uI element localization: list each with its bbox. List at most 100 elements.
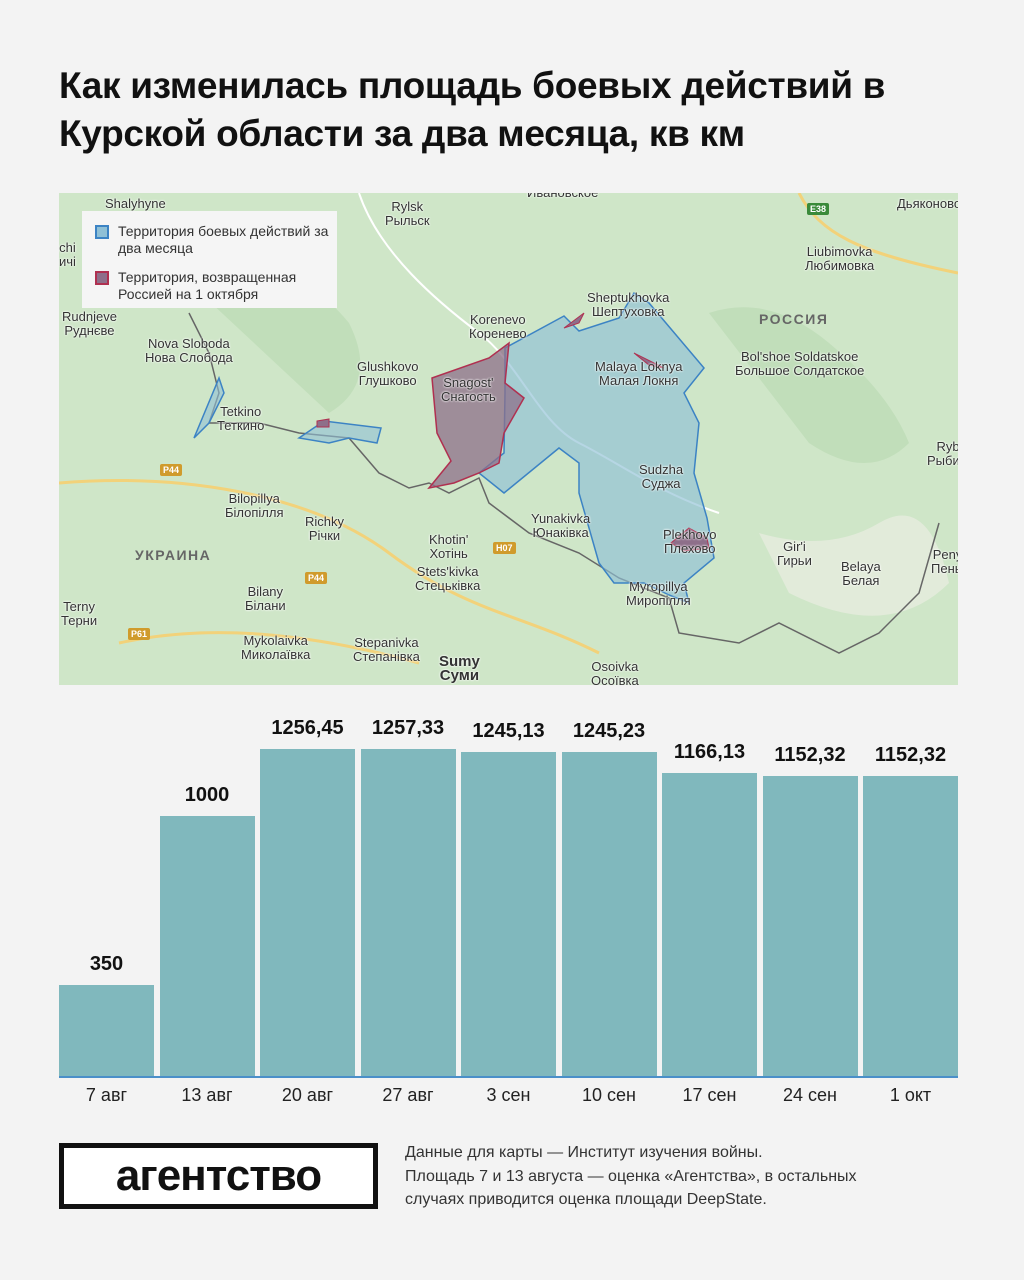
place-label: Дьяконово: [897, 197, 958, 211]
note-line: Данные для карты — Институт изучения вой…: [405, 1144, 763, 1161]
place-name: Tetkino: [220, 404, 262, 419]
place-name: Теткино: [217, 418, 265, 433]
place-name: Коренево: [469, 326, 527, 341]
place-name: Khotin': [429, 532, 469, 547]
place-name: Plekhovo: [663, 527, 717, 542]
legend-item-fighting: Территория боевых действий за два месяца: [95, 223, 337, 257]
map-shapes: [59, 193, 958, 685]
source-note: Данные для карты — Институт изучения вой…: [405, 1141, 857, 1212]
x-tick-label: 1 окт: [889, 1085, 932, 1105]
place-name: Річки: [308, 528, 341, 543]
place-label: Gir'i Гирьи: [777, 540, 812, 568]
place-label: Sheptukhovka Шептуховка: [587, 291, 669, 319]
bar: [561, 752, 657, 1076]
place-name: Снагость: [441, 389, 496, 404]
place-label: Rybinskі BudyРыбинские Буды: [927, 440, 958, 468]
bar-value-label: 1245,13: [472, 720, 545, 743]
place-name: Рыбинские Буды: [927, 453, 958, 468]
place-label: Tetkino Теткино: [217, 405, 264, 433]
place-name: Mykolaivka: [243, 633, 308, 648]
road-badge: P61: [128, 628, 151, 640]
place-name: Білопілля: [225, 505, 284, 520]
place-label: Rudnjeve Руднєве: [62, 310, 117, 338]
place-label: Shalyhyne: [105, 197, 166, 211]
place-name: Нова Слобода: [145, 350, 233, 365]
bar: [863, 776, 958, 1076]
place-label: Rylsk Рыльск: [385, 200, 430, 228]
bar: [159, 815, 255, 1076]
x-tick-label: 7 авг: [85, 1085, 128, 1105]
place-name: Rudnjeve: [62, 309, 117, 324]
place-label: Nova Sloboda Нова Слобода: [145, 337, 233, 365]
bar: [59, 984, 154, 1076]
place-name: Стецьківка: [415, 578, 481, 593]
place-label: Belaya Белая: [841, 560, 881, 588]
place-name: Yunakivka: [531, 511, 591, 526]
place-name: ичі: [59, 254, 76, 269]
place-name: Суми: [439, 667, 480, 684]
place-label: Glushkovo Глушково: [357, 360, 418, 388]
place-label: Myropillya Миропілля: [626, 580, 691, 608]
x-tick-label: 17 сен: [682, 1085, 737, 1105]
x-axis-line: [59, 1076, 958, 1078]
place-label: Khotin' Хотінь: [429, 533, 468, 561]
place-label: Yunakivka Юнаківка: [531, 512, 590, 540]
place-name: Терни: [61, 613, 98, 628]
place-name: Sumy: [439, 653, 480, 670]
bar-value-label: 1257,33: [371, 717, 445, 739]
place-label: Mykolaivka Миколаївка: [241, 634, 310, 662]
place-name: Myropillya: [629, 579, 688, 594]
place-label: Ивановское: [527, 193, 598, 200]
bar-value-label: 1256,45: [271, 717, 344, 740]
place-name: Осоївка: [591, 673, 639, 686]
place-name: Дьяконово: [897, 196, 958, 211]
place-name: Большое Солдатское: [735, 363, 865, 378]
x-tick-label: 3 сен: [486, 1085, 531, 1105]
place-name: Sudzha: [639, 462, 684, 477]
place-name: Глушково: [358, 373, 417, 388]
place-name: Миропілля: [626, 593, 691, 608]
place-label: Plekhovo Плехово: [663, 528, 716, 556]
place-label: Snagost' Снагость: [441, 376, 496, 404]
place-name: Stepanivka: [354, 635, 419, 650]
legend-swatch-red: [95, 271, 109, 285]
place-name: Rybinskі Budy: [936, 439, 958, 454]
place-name: Rylsk: [391, 199, 424, 214]
x-tick-label: 20 авг: [281, 1085, 334, 1105]
place-name: Миколаївка: [241, 647, 311, 662]
place-label: Osoivka Осоївка: [591, 660, 639, 686]
bar: [662, 772, 757, 1076]
bar-chart: 350 7 авг 1000 13 авг 1256,45 20 авг 1257,33 27…: [59, 700, 958, 1120]
place-label: Sudzha Суджа: [639, 463, 683, 491]
place-label: Stets'kivka Стецьківка: [415, 565, 480, 593]
place-name: Sheptukhovka: [587, 290, 670, 305]
place-name: Shalyhyne: [105, 196, 166, 211]
place-name: Любимовка: [805, 258, 875, 273]
bar-value-label: 350: [89, 952, 124, 975]
place-name: Peny: [932, 547, 958, 562]
place-name: Stets'kivka: [416, 564, 479, 579]
place-label: Bol'shoe Soldatskoe Большое Солдатское: [735, 350, 864, 378]
place-name: Terny: [63, 599, 95, 614]
country-label-ukraine: УКРАИНА: [135, 547, 212, 563]
place-label: chi ичі: [59, 241, 76, 269]
place-name: Шептуховка: [591, 304, 665, 319]
place-name: Руднєве: [64, 323, 115, 338]
place-name: Пены: [931, 561, 958, 576]
place-label: Korenevo Коренево: [469, 313, 527, 341]
place-name: Gir'i: [783, 539, 806, 554]
place-name: Nova Sloboda: [148, 336, 230, 351]
place-name: Суджа: [641, 476, 681, 491]
x-tick-label: 13 авг: [181, 1085, 233, 1105]
place-name: Рыльск: [385, 213, 430, 228]
place-name: Bol'shoe Soldatskoe: [740, 349, 859, 364]
place-name: Richky: [305, 514, 345, 529]
note-line: случаях приводится оценка площади DeepSt…: [405, 1191, 767, 1208]
place-name: Белая: [842, 573, 880, 588]
place-name: Гирьи: [777, 553, 812, 568]
place-name: Snagost': [443, 375, 494, 390]
road-badge: E38: [807, 203, 830, 215]
place-name: Плехово: [664, 541, 716, 556]
legend-label: Территория боевых действий за два месяца: [118, 223, 329, 256]
place-label: Malaya Loknya Малая Локня: [595, 360, 682, 388]
